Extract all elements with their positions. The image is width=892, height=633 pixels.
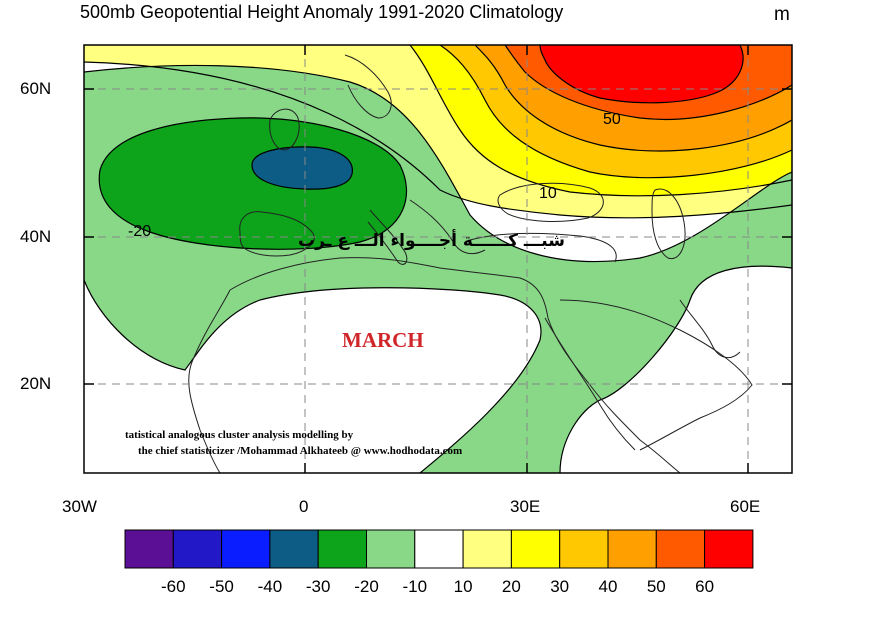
colorbar-label: 60: [695, 577, 715, 596]
credit-line-1: tatistical analogous cluster analysis mo…: [125, 429, 354, 441]
contour-label-minus20: -20: [128, 223, 151, 240]
contour-label-50: 50: [603, 111, 621, 128]
colorbar-swatch: [559, 529, 609, 569]
coastline-caspian: [651, 188, 686, 260]
colorbar-label: 30: [550, 577, 570, 596]
coastline-gulf: [679, 299, 741, 359]
colorbar-swatch: [124, 529, 174, 569]
colorbar-swatch: [317, 529, 368, 569]
arabic-watermark: شبـــ كــــــة أجــــواء الـــ ع ـرب: [298, 231, 565, 251]
colorbar-swatch: [462, 529, 512, 569]
lon-label-0: 0: [299, 497, 309, 516]
colorbar-swatch: [704, 529, 754, 569]
coastline-balkans: [409, 199, 486, 255]
colorbar-label: -50: [209, 577, 234, 596]
colorbar-swatch: [269, 529, 319, 569]
colorbar-label: 50: [646, 577, 666, 596]
month-label: MARCH: [342, 328, 424, 352]
coastline-north-africa: [229, 257, 681, 473]
colorbar-swatch: [366, 529, 416, 569]
lon-label-30e: 30E: [510, 497, 541, 516]
colorbar-swatch: [655, 529, 706, 569]
map-title: 500mb Geopotential Height Anomaly 1991-2…: [80, 2, 564, 22]
colorbar-swatch: [607, 529, 657, 569]
colorbar-swatch: [510, 529, 561, 569]
colorbar-label: -60: [161, 577, 186, 596]
colorbar-swatch: [414, 529, 464, 569]
colorbar-swatch: [172, 529, 223, 569]
contour-label-10: 10: [539, 185, 557, 202]
lon-label-60e: 60E: [730, 497, 761, 516]
lat-label-20n: 20N: [20, 374, 52, 393]
anomaly-band-60: [540, 45, 744, 103]
plot-border: [83, 44, 793, 474]
coastline-turkey: [469, 232, 617, 263]
coastline-red-sea: [544, 317, 636, 451]
colorbar-swatch: [221, 529, 271, 569]
colorbar-label: 20: [501, 577, 521, 596]
colorbar-label: -20: [354, 577, 379, 596]
colorbar: [124, 529, 754, 569]
coastline-britain: [269, 108, 300, 151]
colorbar-label: -30: [305, 577, 331, 596]
coastline-black-sea: [497, 182, 604, 222]
colorbar-label: 40: [598, 577, 618, 596]
coastline-italy: [367, 209, 408, 265]
anomaly-band-minus30: [252, 146, 353, 190]
colorbar-label: -10: [402, 577, 428, 596]
lat-label-40n: 40N: [20, 227, 52, 246]
lon-label-30w: 30W: [62, 497, 97, 516]
unit-label: m: [774, 4, 790, 25]
lat-label-60n: 60N: [20, 79, 52, 98]
coastline-scandinavia: [344, 54, 392, 119]
coastline-iberia: [239, 211, 315, 257]
coastline-arabia: [559, 299, 753, 451]
credit-line-2: the chief statisticizer /Mohammad Alkhat…: [138, 445, 463, 457]
colorbar-label: -40: [257, 577, 283, 596]
colorbar-label: 10: [453, 577, 473, 596]
